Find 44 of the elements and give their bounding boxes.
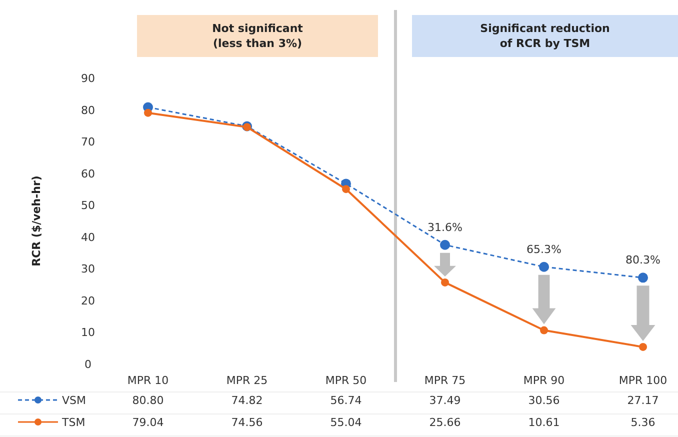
y-tick-label: 0 — [84, 358, 92, 371]
data-label: 10.61 — [528, 416, 560, 429]
x-tick-label: MPR 100 — [618, 374, 668, 387]
annotation: 31.6% — [428, 220, 462, 234]
data-label: 80.80 — [132, 394, 164, 407]
annotation: 65.3% — [526, 242, 562, 256]
x-tick-label: MPR 75 — [424, 374, 466, 387]
annotation: 80.3% — [626, 254, 660, 267]
data-label: 56.74 — [330, 394, 362, 407]
point — [440, 240, 450, 250]
legend-label: TSM — [61, 416, 86, 429]
data-label: 74.56 — [231, 416, 263, 429]
data-label: 79.04 — [132, 416, 164, 429]
data-label: 5.36 — [630, 416, 656, 429]
data-label: 37.49 — [429, 394, 461, 407]
data-label: 27.17 — [627, 394, 659, 407]
y-axis-title: RCR ($/veh-hr) — [30, 176, 43, 266]
point — [540, 326, 548, 334]
data-label: 74.82 — [231, 394, 263, 407]
point — [639, 342, 647, 351]
y-tick-label: 70 — [81, 136, 95, 149]
x-tick-label: MPR 10 — [127, 374, 169, 387]
legend-label: VSM — [62, 394, 86, 407]
text: Significant reduction of RCR by TSM — [480, 22, 610, 50]
point — [638, 272, 648, 283]
point — [144, 108, 152, 117]
x-tick-label: MPR 90 — [523, 374, 565, 387]
y-tick-label: 40 — [81, 230, 95, 244]
y-tick-label: 60 — [81, 167, 95, 180]
data-label: 30.56 — [528, 394, 560, 407]
point — [539, 262, 549, 272]
y-tick-label: 20 — [81, 294, 95, 308]
point — [342, 185, 350, 194]
text: Not significant (less than 3%) — [212, 22, 303, 50]
point — [441, 278, 449, 286]
y-tick-label: 50 — [81, 199, 95, 212]
y-tick-label: 90 — [81, 72, 95, 85]
data-label: 25.66 — [429, 416, 461, 429]
y-tick-label: 10 — [81, 326, 95, 340]
x-tick-label: MPR 50 — [325, 374, 367, 387]
y-tick-label: 80 — [81, 104, 95, 117]
y-tick-label: 30 — [81, 262, 95, 276]
data-label: 55.04 — [330, 416, 362, 429]
x-tick-label: MPR 25 — [226, 374, 268, 387]
